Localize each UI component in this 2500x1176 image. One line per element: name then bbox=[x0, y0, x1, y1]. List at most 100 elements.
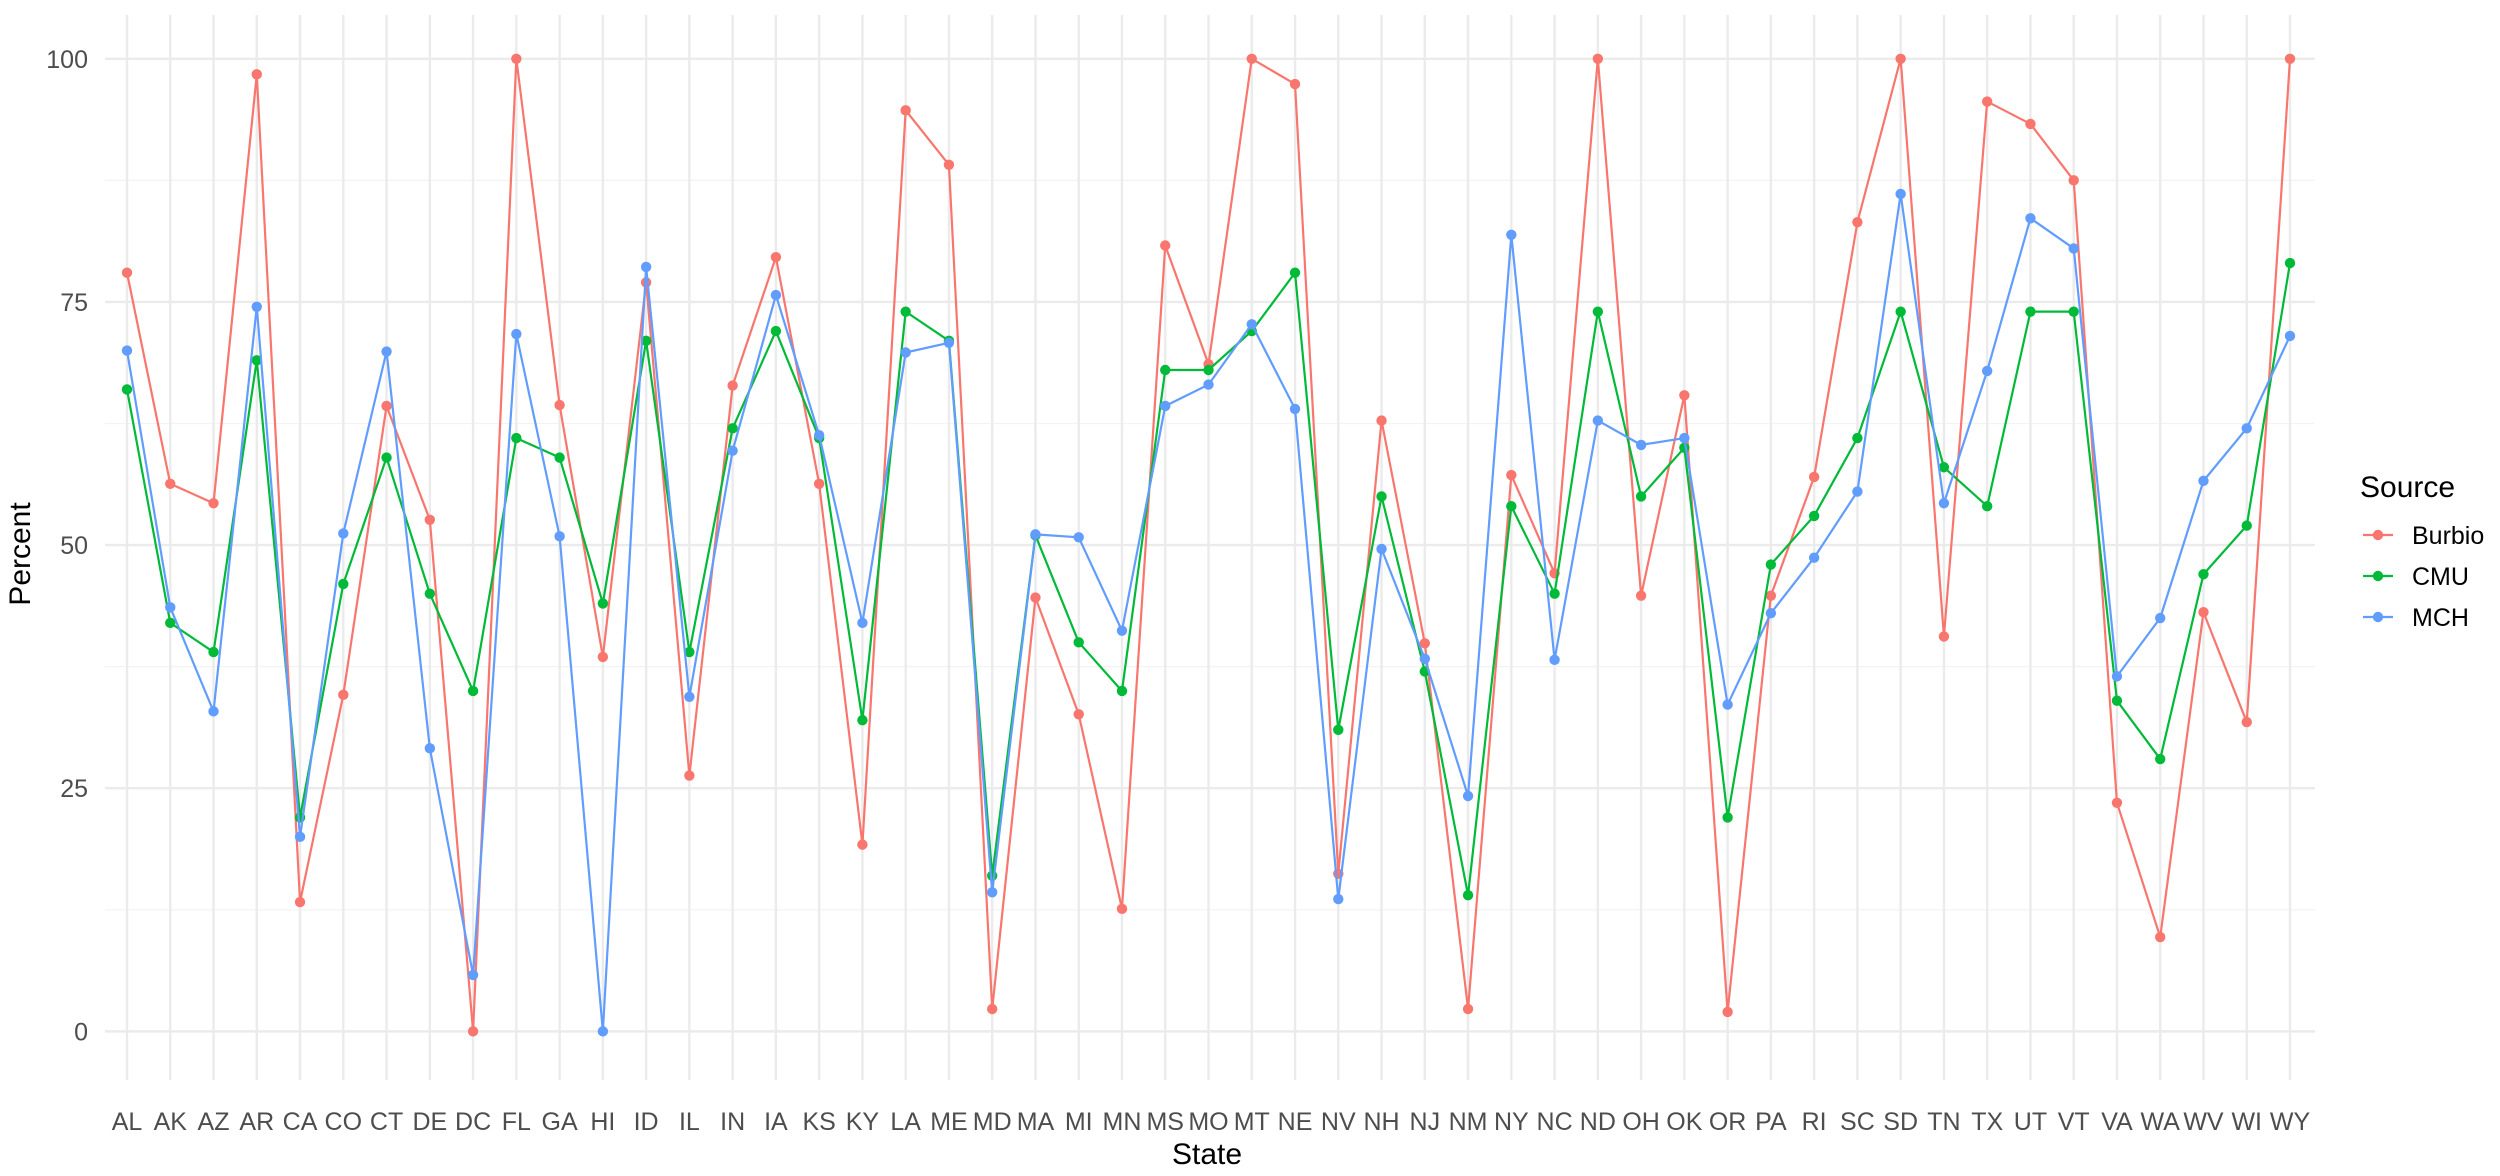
data-point bbox=[2068, 243, 2079, 254]
data-point bbox=[1852, 486, 1863, 497]
x-tick-label: OR bbox=[1709, 1108, 1747, 1136]
data-point bbox=[1073, 532, 1084, 543]
data-point bbox=[467, 969, 479, 981]
data-point bbox=[1419, 638, 1431, 649]
data-point bbox=[1073, 709, 1084, 720]
data-point bbox=[1246, 53, 1257, 64]
x-tick-label: FL bbox=[502, 1108, 531, 1136]
data-point bbox=[2025, 213, 2036, 224]
data-point bbox=[2284, 330, 2296, 342]
data-point bbox=[208, 646, 219, 658]
x-tick-label: MT bbox=[1234, 1108, 1270, 1136]
data-point bbox=[1462, 890, 1474, 901]
x-tick-label: ND bbox=[1580, 1108, 1616, 1136]
data-point bbox=[684, 691, 695, 702]
legend-label: CMU bbox=[2412, 563, 2469, 591]
x-tick-label: TN bbox=[1927, 1108, 1960, 1136]
data-point bbox=[1808, 552, 1820, 563]
data-point bbox=[1592, 415, 1604, 426]
x-tick-label: IL bbox=[679, 1108, 700, 1136]
data-point bbox=[2111, 671, 2123, 682]
data-point bbox=[511, 432, 522, 444]
x-tick-label: AL bbox=[112, 1108, 143, 1136]
data-point bbox=[2241, 423, 2252, 434]
data-point bbox=[381, 400, 392, 412]
x-tick-label: KS bbox=[802, 1108, 835, 1136]
data-point bbox=[1635, 590, 1647, 601]
data-point bbox=[684, 770, 695, 781]
legend-label: Burbio bbox=[2412, 522, 2484, 550]
data-point bbox=[640, 261, 652, 273]
data-point bbox=[1722, 1006, 1733, 1018]
data-point bbox=[857, 714, 868, 726]
x-tick-label: HI bbox=[590, 1108, 615, 1136]
x-tick-label: IN bbox=[720, 1108, 745, 1136]
data-point bbox=[1765, 607, 1777, 619]
data-point bbox=[1030, 592, 1041, 603]
x-tick-label: MI bbox=[1065, 1108, 1093, 1136]
data-point bbox=[338, 578, 349, 590]
data-point bbox=[770, 325, 782, 337]
x-tick-label: SC bbox=[1840, 1108, 1875, 1136]
data-point bbox=[1722, 812, 1733, 823]
data-point bbox=[1289, 78, 1301, 90]
data-point bbox=[857, 617, 868, 629]
series-burbio bbox=[121, 53, 2296, 1037]
legend-key-point bbox=[2372, 570, 2384, 582]
x-tick-label: UT bbox=[2014, 1108, 2047, 1136]
data-point bbox=[1376, 491, 1387, 502]
data-point bbox=[900, 306, 911, 317]
data-point bbox=[900, 347, 911, 358]
x-tick-label: OH bbox=[1622, 1108, 1660, 1136]
data-point bbox=[1895, 188, 1906, 200]
data-point bbox=[1462, 1003, 1474, 1015]
x-tick-label: MO bbox=[1188, 1108, 1228, 1136]
x-tick-label: CA bbox=[283, 1108, 318, 1136]
series-cmu bbox=[121, 257, 2296, 901]
data-point bbox=[987, 887, 998, 898]
data-point bbox=[1549, 588, 1560, 599]
data-point bbox=[2241, 716, 2252, 728]
x-tick-label: ID bbox=[634, 1108, 659, 1136]
data-point bbox=[251, 301, 262, 312]
data-point bbox=[208, 498, 219, 509]
x-tick-label: WI bbox=[2231, 1108, 2262, 1136]
x-tick-label: LA bbox=[890, 1108, 921, 1136]
data-point bbox=[2241, 520, 2252, 531]
data-point bbox=[1981, 365, 1993, 377]
data-point bbox=[727, 423, 738, 434]
data-point bbox=[987, 1003, 998, 1015]
data-point bbox=[727, 380, 738, 391]
data-point bbox=[1938, 631, 1950, 642]
data-point bbox=[597, 651, 609, 663]
data-point bbox=[1160, 400, 1171, 412]
x-tick-label: WY bbox=[2270, 1108, 2311, 1136]
series-group bbox=[121, 53, 2296, 1037]
data-point bbox=[2198, 569, 2209, 580]
x-tick-label: CO bbox=[325, 1108, 363, 1136]
data-point bbox=[1981, 96, 1993, 107]
x-tick-label: IA bbox=[764, 1108, 788, 1136]
x-tick-label: AK bbox=[154, 1108, 188, 1136]
x-tick-label: NC bbox=[1537, 1108, 1573, 1136]
data-point bbox=[1938, 498, 1950, 509]
data-point bbox=[2111, 797, 2123, 809]
data-point bbox=[2068, 306, 2079, 317]
data-point bbox=[1852, 432, 1863, 444]
data-point bbox=[1679, 390, 1690, 401]
data-point bbox=[1333, 724, 1344, 736]
data-point bbox=[1808, 510, 1820, 522]
data-point bbox=[813, 478, 825, 489]
data-point bbox=[554, 452, 565, 463]
legend-label: MCH bbox=[2412, 604, 2469, 632]
legend-item-mch: MCH bbox=[2363, 604, 2469, 632]
x-tick-label: CT bbox=[370, 1108, 403, 1136]
legend-key-point bbox=[2372, 611, 2384, 623]
x-tick-label: NM bbox=[1449, 1108, 1488, 1136]
data-point bbox=[424, 514, 436, 525]
y-tick-label: 0 bbox=[74, 1018, 88, 1046]
legend-item-burbio: Burbio bbox=[2363, 522, 2484, 550]
data-point bbox=[424, 743, 436, 754]
